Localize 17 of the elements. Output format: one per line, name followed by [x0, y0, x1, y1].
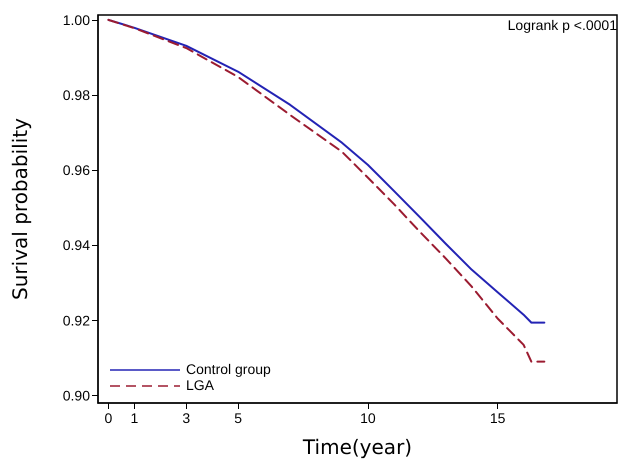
- y-axis-title: Surival probability: [8, 118, 32, 300]
- y-tick-label: 0.98: [62, 87, 90, 104]
- y-tick-label: 0.90: [62, 387, 90, 404]
- y-tick-label: 0.94: [62, 237, 90, 254]
- y-tick-label: 1.00: [62, 12, 90, 28]
- x-tick-label: 0: [104, 410, 112, 426]
- x-tick-label: 15: [490, 410, 506, 426]
- x-tick-label: 1: [130, 410, 138, 426]
- x-axis-title: Time(year): [302, 435, 412, 459]
- x-tick-label: 5: [234, 410, 242, 426]
- y-tick-label: 0.96: [62, 162, 90, 178]
- legend-label: Control group: [186, 361, 272, 377]
- legend-label: LGA: [186, 377, 215, 393]
- y-tick-label: 0.92: [62, 312, 90, 328]
- x-tick-label: 10: [360, 410, 376, 426]
- annotation: Logrank p <.0001: [508, 17, 618, 33]
- x-tick-label: 3: [182, 410, 190, 426]
